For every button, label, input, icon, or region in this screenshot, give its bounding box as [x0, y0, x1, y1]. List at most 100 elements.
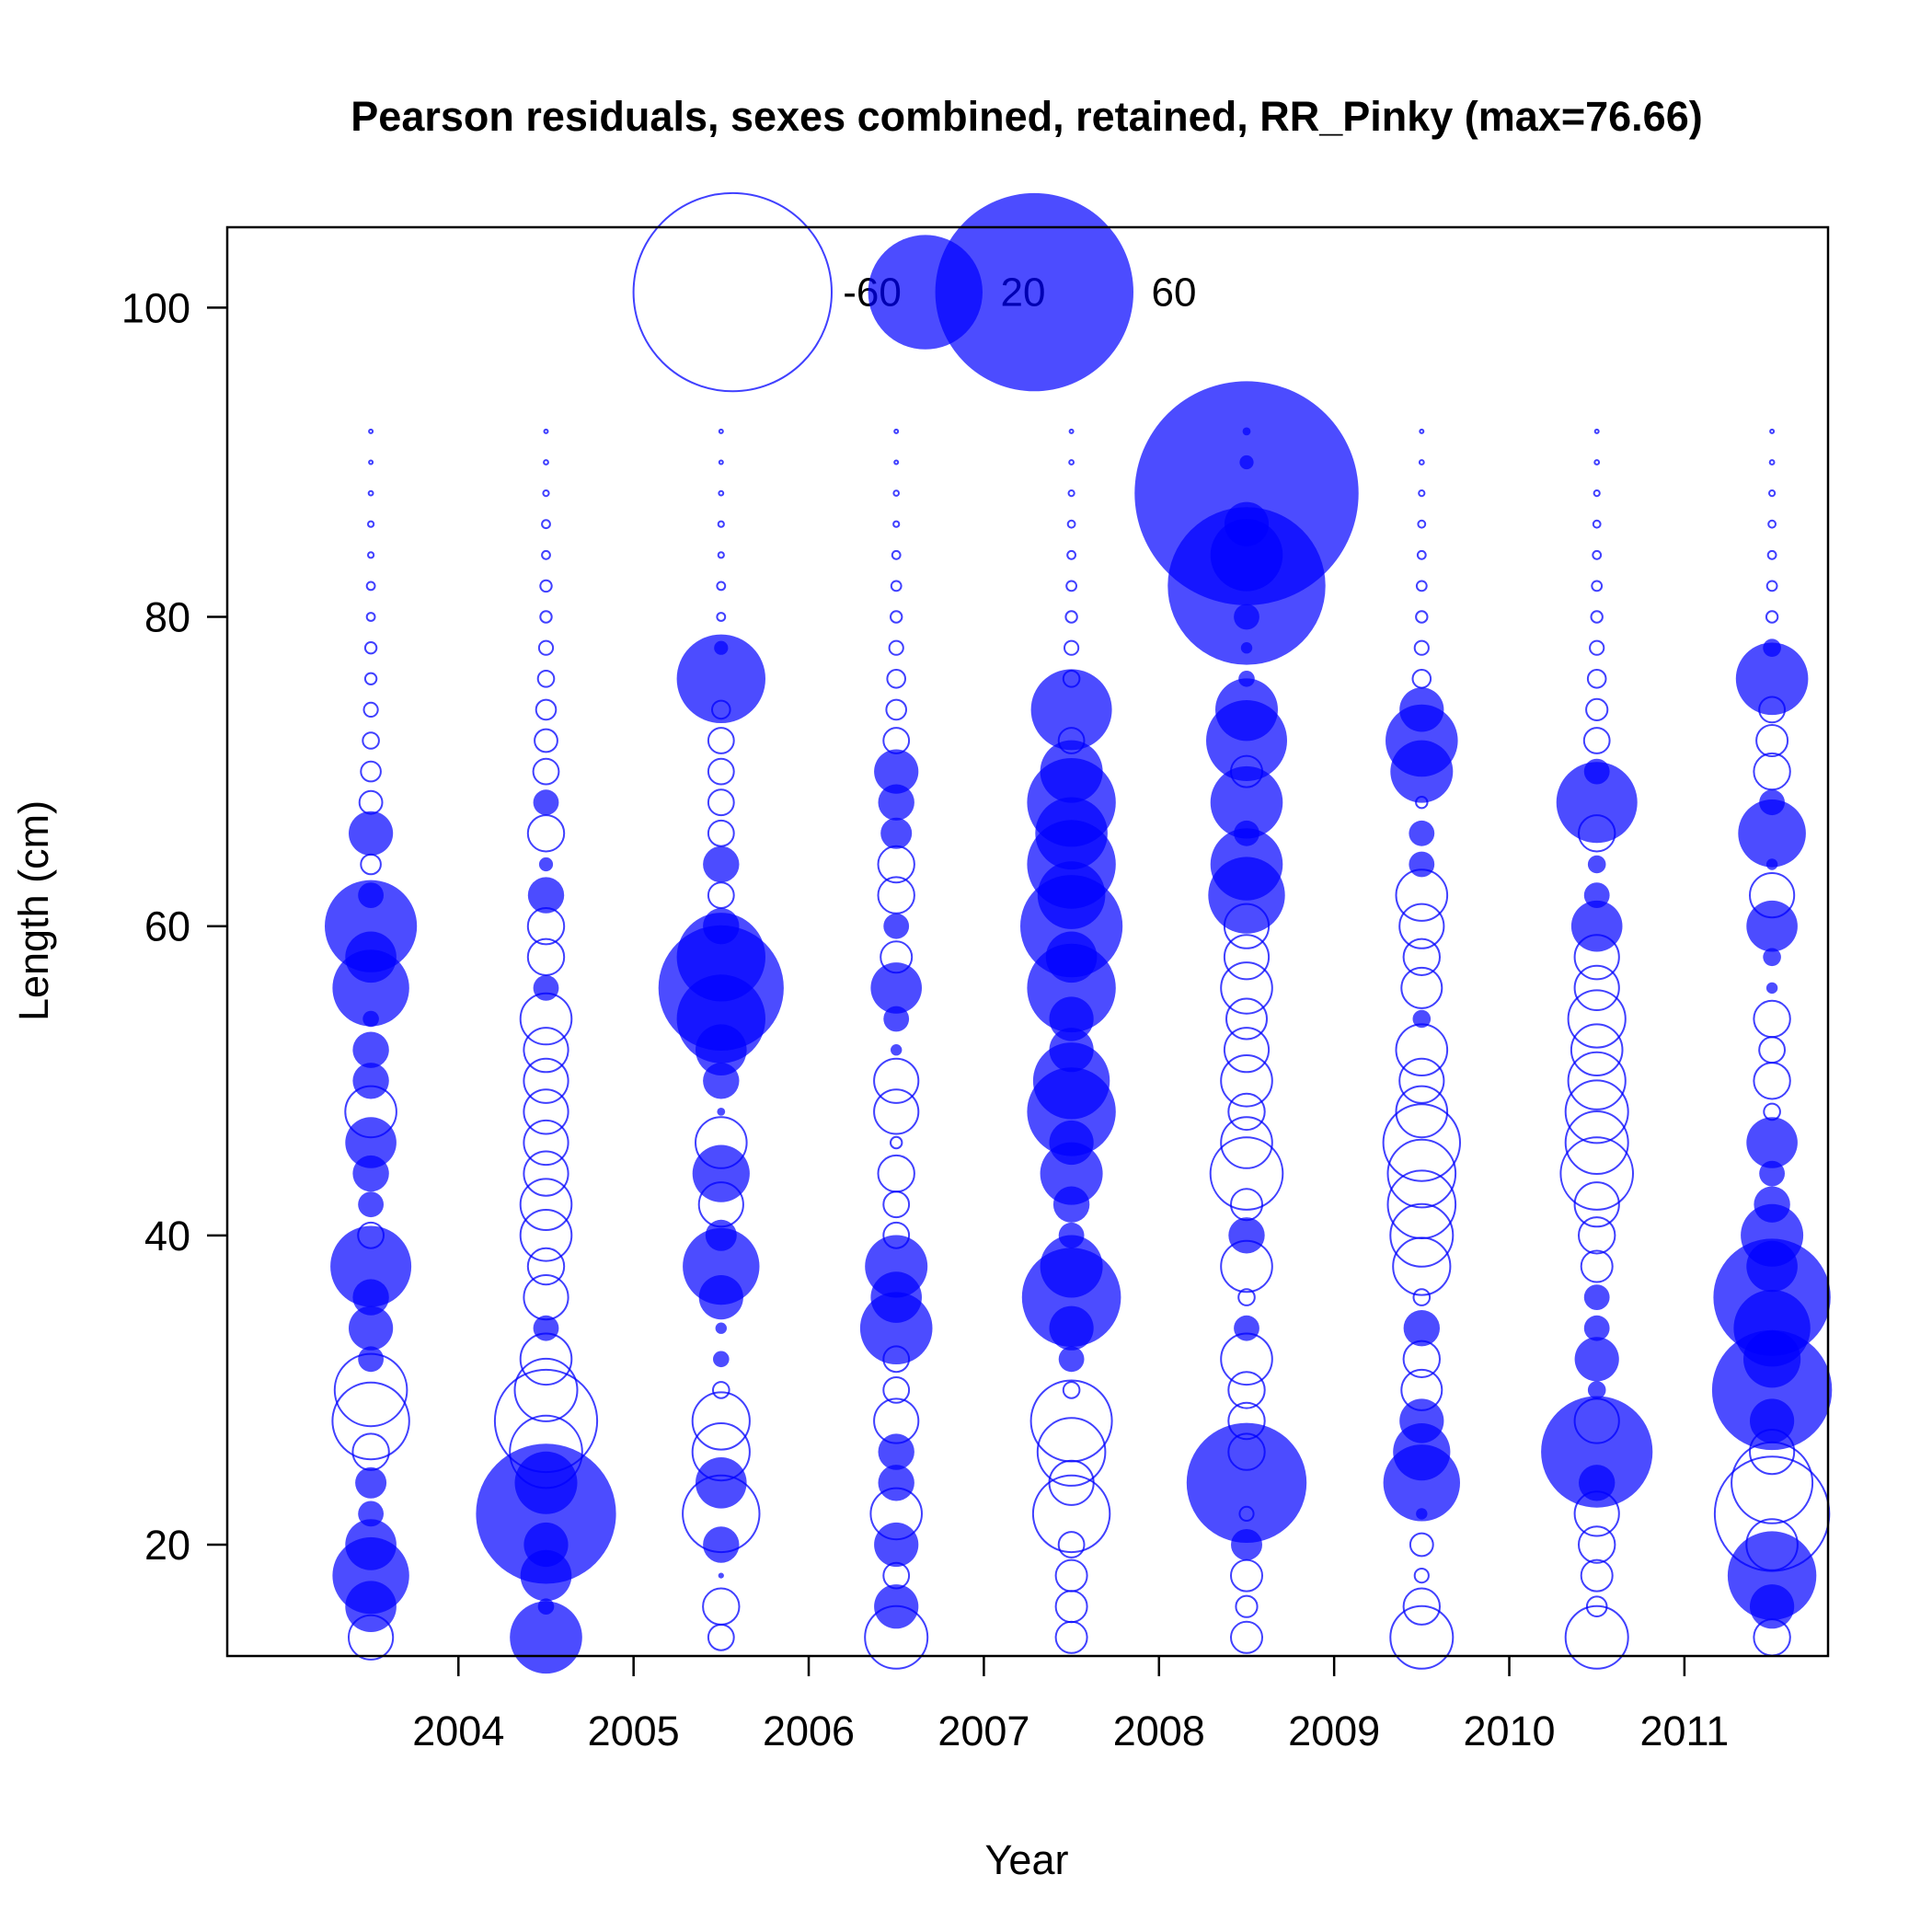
x-tick-label: 2009 [1288, 1708, 1380, 1754]
x-tick-label: 2007 [937, 1708, 1029, 1754]
data-point [703, 908, 740, 945]
data-point [1065, 580, 1077, 592]
x-axis-label: Year [985, 1836, 1069, 1883]
data-point [1559, 1136, 1634, 1211]
data-point [713, 1351, 730, 1368]
data-point [1591, 580, 1604, 592]
data-point [1066, 549, 1076, 560]
data-point [865, 1235, 928, 1298]
data-point [1582, 727, 1611, 754]
data-point [1386, 1169, 1457, 1239]
data-point [1713, 1238, 1831, 1356]
data-point [878, 1433, 914, 1470]
data-point [533, 975, 559, 1001]
data-point [1223, 1027, 1271, 1074]
data-point [537, 639, 555, 656]
data-point [1556, 762, 1638, 844]
data-point [1417, 519, 1427, 529]
data-point [1766, 549, 1777, 560]
data-point [1068, 428, 1075, 434]
data-point [1763, 1102, 1781, 1121]
data-point [345, 1117, 397, 1168]
data-point [877, 1154, 915, 1193]
chart-title: Pearson residuals, sexes combined, retai… [351, 93, 1702, 140]
data-point [891, 1044, 903, 1056]
data-point [1030, 669, 1112, 751]
data-point [1400, 1368, 1443, 1411]
data-point [1031, 1474, 1111, 1554]
data-point [874, 1584, 919, 1629]
data-point [1587, 1381, 1606, 1399]
data-point [330, 1225, 412, 1307]
data-point [1763, 638, 1781, 657]
data-point [538, 857, 554, 872]
x-tick-label: 2005 [588, 1708, 680, 1754]
data-point [707, 727, 735, 754]
data-point [1586, 669, 1607, 689]
data-point [367, 489, 374, 497]
data-point [539, 610, 553, 624]
data-point [1415, 580, 1428, 592]
data-point [1235, 1594, 1259, 1618]
data-point [1040, 1235, 1103, 1298]
data-point [878, 1465, 914, 1501]
data-point [365, 581, 376, 592]
data-point [357, 1221, 385, 1249]
data-point [358, 1346, 384, 1373]
data-point [880, 940, 914, 974]
data-point [1237, 1288, 1256, 1306]
data-point [1731, 1441, 1814, 1524]
data-point [703, 1526, 740, 1563]
data-point [523, 1088, 569, 1135]
data-point [1592, 549, 1603, 560]
data-point [1066, 519, 1076, 529]
data-point [509, 1414, 583, 1489]
data-point [1049, 1028, 1094, 1073]
data-point [1398, 1057, 1445, 1104]
data-point [532, 757, 560, 786]
y-tick-label: 80 [144, 594, 190, 641]
data-point [1567, 1051, 1627, 1110]
data-point [873, 1057, 920, 1104]
data-point [886, 669, 907, 689]
data-point [676, 634, 765, 723]
data-point [1395, 868, 1449, 922]
data-point [352, 1063, 389, 1099]
data-point [1753, 1062, 1791, 1100]
data-point [1735, 642, 1809, 716]
data-point [1769, 428, 1776, 434]
data-point [358, 1501, 384, 1527]
data-point [1054, 1590, 1088, 1624]
data-point [885, 698, 908, 721]
data-point [1746, 1117, 1798, 1168]
data-point [1593, 428, 1600, 434]
data-point [1590, 610, 1604, 624]
data-point [893, 459, 900, 466]
data-point [890, 1135, 903, 1150]
data-point [1067, 489, 1075, 498]
data-point [523, 1119, 569, 1167]
data-point [1058, 1346, 1085, 1373]
data-point [1413, 639, 1430, 656]
data-point [1593, 459, 1601, 466]
data-point [1564, 1604, 1629, 1670]
data-point [1057, 1531, 1086, 1558]
data-point [691, 1391, 751, 1451]
data-point [1412, 1009, 1432, 1029]
data-point [1403, 1310, 1441, 1347]
data-point [325, 880, 418, 972]
data-point [870, 962, 922, 1014]
data-point [716, 581, 727, 592]
data-point [883, 913, 910, 939]
data-point [1589, 639, 1605, 656]
data-point [1032, 1042, 1110, 1120]
data-point [1242, 427, 1251, 436]
data-point [358, 882, 384, 908]
data-point [1386, 1138, 1457, 1209]
data-point [717, 551, 725, 559]
y-tick-label: 40 [144, 1213, 190, 1259]
data-point [893, 428, 900, 434]
data-point [1416, 549, 1427, 560]
data-point [1400, 966, 1443, 1009]
data-point [1230, 1188, 1263, 1222]
